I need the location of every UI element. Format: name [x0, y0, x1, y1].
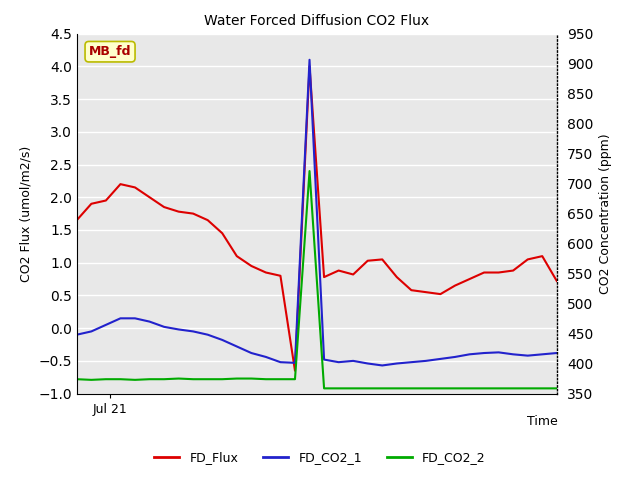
X-axis label: Time: Time: [527, 415, 558, 428]
Y-axis label: CO2 Flux (umol/m2/s): CO2 Flux (umol/m2/s): [20, 145, 33, 282]
Text: MB_fd: MB_fd: [89, 45, 131, 58]
Y-axis label: CO2 Concentration (ppm): CO2 Concentration (ppm): [599, 133, 612, 294]
Legend: FD_Flux, FD_CO2_1, FD_CO2_2: FD_Flux, FD_CO2_1, FD_CO2_2: [149, 446, 491, 469]
Title: Water Forced Diffusion CO2 Flux: Water Forced Diffusion CO2 Flux: [204, 14, 429, 28]
